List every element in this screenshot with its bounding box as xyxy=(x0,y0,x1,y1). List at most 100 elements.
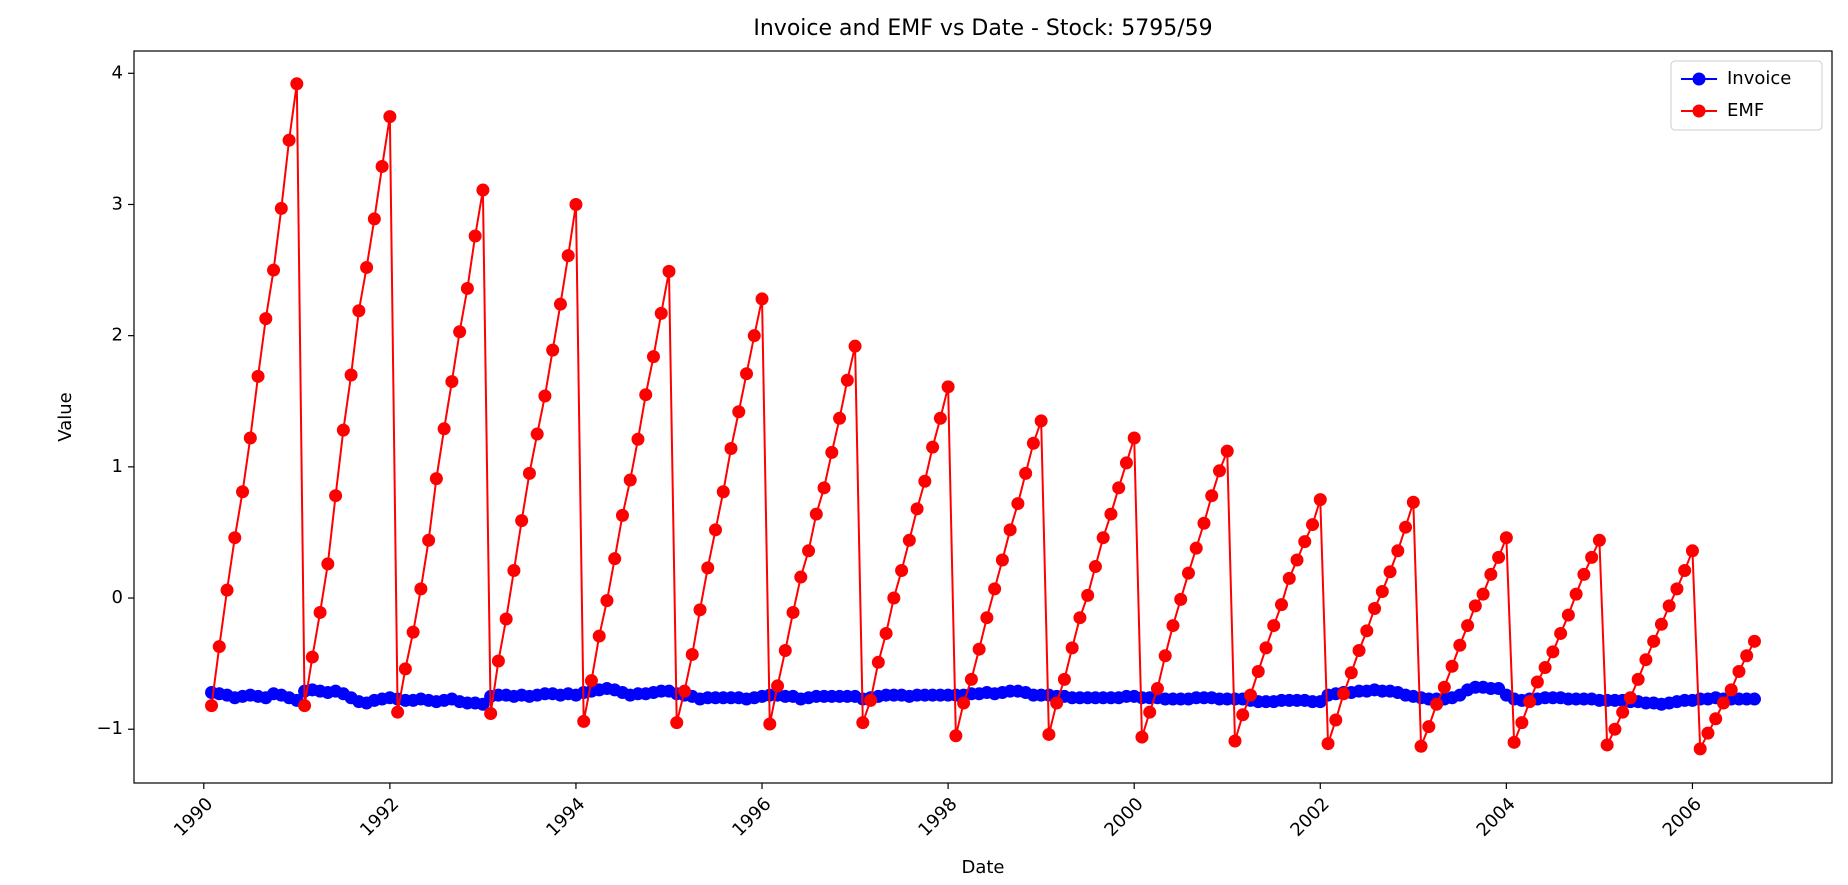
data-point xyxy=(1414,739,1428,753)
data-point xyxy=(693,603,707,617)
data-point xyxy=(1050,696,1064,710)
data-point xyxy=(724,441,738,455)
x-tick-label: 1992 xyxy=(356,794,403,841)
data-point xyxy=(1453,638,1467,652)
data-point xyxy=(1290,553,1304,567)
data-point xyxy=(321,557,335,571)
x-tick-label: 1990 xyxy=(170,794,217,841)
data-point xyxy=(1042,727,1056,741)
data-point xyxy=(1197,516,1211,530)
data-point xyxy=(809,507,823,521)
data-point xyxy=(1600,738,1614,752)
data-point xyxy=(895,563,909,577)
data-point xyxy=(1375,584,1389,598)
data-point xyxy=(794,570,808,584)
data-point xyxy=(957,696,971,710)
data-point xyxy=(926,440,940,454)
data-point xyxy=(1306,518,1320,532)
data-point xyxy=(600,594,614,608)
data-point xyxy=(577,714,591,728)
x-tick-label: 2002 xyxy=(1286,794,1333,841)
data-point xyxy=(383,110,397,124)
legend: Invoice EMF xyxy=(1670,60,1823,131)
data-point xyxy=(1228,734,1242,748)
data-point xyxy=(1716,696,1730,710)
data-point xyxy=(662,264,676,278)
data-point xyxy=(1747,692,1761,706)
data-point xyxy=(1243,688,1257,702)
data-point xyxy=(305,650,319,664)
data-point xyxy=(654,306,668,320)
data-point xyxy=(468,229,482,243)
data-point xyxy=(1492,550,1506,564)
data-point xyxy=(1623,691,1637,705)
data-point xyxy=(1081,588,1095,602)
data-point xyxy=(1329,713,1343,727)
data-point xyxy=(1639,653,1653,667)
data-point xyxy=(755,292,769,306)
data-point xyxy=(1181,566,1195,580)
chart-title: Invoice and EMF vs Date - Stock: 5795/59 xyxy=(753,16,1212,41)
data-point xyxy=(398,662,412,676)
data-point xyxy=(1585,550,1599,564)
data-point xyxy=(879,626,893,640)
x-tick-label: 2004 xyxy=(1473,794,1520,841)
data-point xyxy=(1507,735,1521,749)
data-point xyxy=(840,373,854,387)
data-point xyxy=(864,693,878,707)
x-axis-label: Date xyxy=(961,857,1004,878)
data-point xyxy=(941,380,955,394)
data-point xyxy=(290,77,304,91)
data-point xyxy=(1430,697,1444,711)
data-point xyxy=(1104,507,1118,521)
data-point xyxy=(1732,664,1746,678)
y-tick-label: −1 xyxy=(96,718,123,739)
data-point xyxy=(639,388,653,402)
data-point xyxy=(1143,705,1157,719)
data-point xyxy=(1685,544,1699,558)
data-point xyxy=(267,263,281,277)
data-point xyxy=(980,611,994,625)
data-point xyxy=(833,411,847,425)
x-tick-label: 1996 xyxy=(728,794,775,841)
data-point xyxy=(1282,571,1296,585)
data-point xyxy=(1701,726,1715,740)
data-point xyxy=(422,533,436,547)
data-point xyxy=(1321,737,1335,751)
data-point xyxy=(631,432,645,446)
data-point xyxy=(538,389,552,403)
data-point xyxy=(910,502,924,516)
data-point xyxy=(406,625,420,639)
data-point xyxy=(1740,649,1754,663)
data-point xyxy=(1368,602,1382,616)
data-point xyxy=(949,729,963,743)
data-point xyxy=(530,427,544,441)
data-point xyxy=(1437,680,1451,694)
data-point xyxy=(313,605,327,619)
data-point xyxy=(205,699,219,713)
data-point xyxy=(1003,523,1017,537)
data-point xyxy=(212,640,226,654)
data-point xyxy=(1337,687,1351,701)
data-point xyxy=(1538,661,1552,675)
data-point xyxy=(1174,592,1188,606)
data-point xyxy=(1499,531,1513,545)
y-tick-label: 4 xyxy=(112,62,123,83)
data-point xyxy=(360,260,374,274)
data-point xyxy=(1399,520,1413,534)
data-point xyxy=(685,647,699,661)
legend-marker xyxy=(1692,104,1706,118)
data-point xyxy=(1406,495,1420,509)
data-point xyxy=(786,605,800,619)
data-point xyxy=(716,485,730,499)
data-point xyxy=(584,674,598,688)
data-point xyxy=(1515,716,1529,730)
y-tick-label: 3 xyxy=(112,193,123,214)
data-point xyxy=(1561,608,1575,622)
data-point xyxy=(1150,682,1164,696)
data-point xyxy=(825,445,839,459)
data-point xyxy=(592,629,606,643)
data-point xyxy=(1654,617,1668,631)
data-point xyxy=(507,563,521,577)
